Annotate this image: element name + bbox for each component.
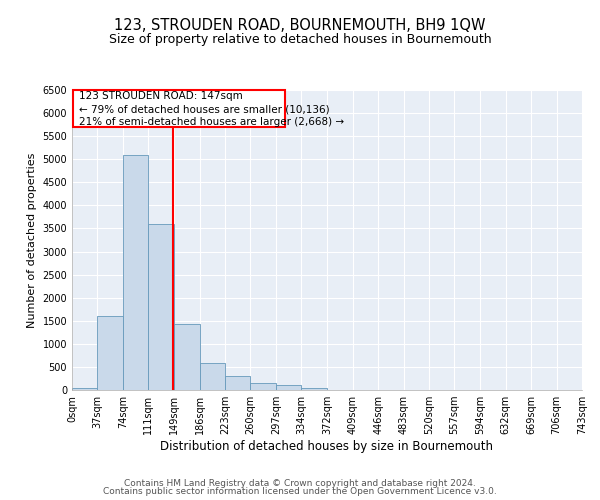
Bar [148, 224, 174, 390]
Text: Contains HM Land Registry data © Crown copyright and database right 2024.: Contains HM Land Registry data © Crown c… [124, 478, 476, 488]
Bar [225, 376, 250, 390]
Bar [301, 388, 328, 390]
Text: Size of property relative to detached houses in Bournemouth: Size of property relative to detached ho… [109, 32, 491, 46]
Bar [72, 388, 97, 390]
Bar [97, 316, 123, 390]
X-axis label: Distribution of detached houses by size in Bournemouth: Distribution of detached houses by size … [161, 440, 493, 453]
Bar [276, 386, 301, 390]
Bar [200, 363, 225, 390]
Text: 123, STROUDEN ROAD, BOURNEMOUTH, BH9 1QW: 123, STROUDEN ROAD, BOURNEMOUTH, BH9 1QW [114, 18, 486, 32]
Y-axis label: Number of detached properties: Number of detached properties [27, 152, 37, 328]
Text: 123 STROUDEN ROAD: 147sqm
← 79% of detached houses are smaller (10,136)
21% of s: 123 STROUDEN ROAD: 147sqm ← 79% of detac… [79, 91, 344, 128]
Bar [174, 324, 200, 390]
Bar [123, 154, 148, 390]
Text: Contains public sector information licensed under the Open Government Licence v3: Contains public sector information licen… [103, 487, 497, 496]
FancyBboxPatch shape [73, 90, 285, 127]
Bar [250, 383, 276, 390]
